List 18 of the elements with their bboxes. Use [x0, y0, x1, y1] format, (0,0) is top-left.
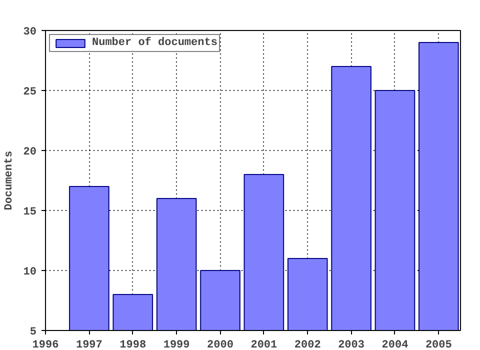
y-tick-label: 20 [23, 146, 36, 158]
y-tick-label: 15 [23, 206, 37, 218]
x-tick-label: 2002 [294, 340, 321, 350]
x-tick-label: 2005 [425, 340, 452, 350]
x-tick-label: 2003 [338, 340, 365, 350]
x-tick-label: 1999 [163, 340, 190, 350]
x-tick-label: 1998 [120, 340, 146, 350]
y-tick-label: 25 [23, 86, 37, 98]
x-tick-label: 2000 [207, 340, 234, 350]
x-tick-label: 2004 [382, 340, 409, 350]
x-tick-label: 1996 [32, 340, 59, 350]
y-tick-label: 5 [30, 326, 37, 338]
legend-label: Number of documents [92, 37, 218, 49]
y-axis-title: Documents [3, 150, 16, 210]
y-tick-label: 30 [23, 26, 36, 38]
x-tick-label: 2001 [250, 340, 278, 350]
y-tick-label: 10 [23, 266, 36, 278]
x-tick-label: 1997 [76, 340, 102, 350]
